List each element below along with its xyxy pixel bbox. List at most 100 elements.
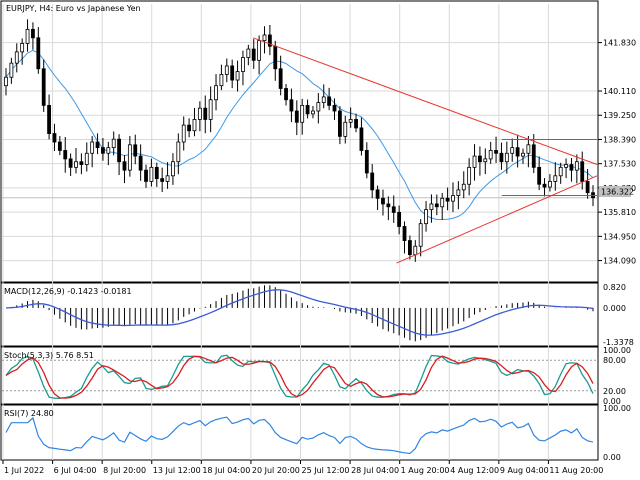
macd-panel-frame (0, 282, 599, 347)
stoch-signal-line (5, 355, 594, 399)
candle-body (273, 45, 278, 70)
candlesticks (4, 19, 595, 262)
rsi-series (5, 416, 594, 455)
candle-body (57, 141, 62, 151)
price-tick-label: 138.390 (603, 135, 636, 144)
candle-body (397, 212, 402, 227)
candle-body (574, 161, 579, 171)
candle-body (278, 68, 283, 89)
macd-title: MACD(12,26,9) -0.1423 -0.0181 (4, 287, 132, 296)
candle-body (515, 147, 520, 157)
candle-body (461, 183, 466, 191)
candle-body (165, 175, 170, 182)
candle-body (580, 161, 585, 182)
candle-body (386, 203, 391, 208)
price-tick-label: 141.830 (603, 39, 636, 48)
candle-body (289, 99, 294, 112)
candle-body (257, 40, 262, 61)
trendline (396, 175, 598, 264)
candle-body (176, 141, 181, 163)
candle-body (364, 150, 369, 174)
candle-body (208, 99, 213, 120)
candle-body (41, 68, 46, 106)
candle-body (445, 197, 450, 202)
time-tick-label: 25 Jul 12:00 (302, 466, 350, 475)
rsi-line (5, 416, 594, 455)
candle-body (472, 155, 477, 168)
macd-signal-line (5, 289, 594, 336)
macd-series (5, 285, 594, 342)
candle-body (187, 124, 192, 132)
candle-body (20, 43, 25, 53)
candle-body (564, 164, 568, 168)
price-axis: 141.830140.110139.250138.390137.530136.6… (598, 39, 636, 266)
price-tick-label: 139.250 (603, 111, 636, 120)
time-tick-label: 11 Aug 20:00 (549, 466, 603, 475)
candle-body (510, 147, 515, 154)
candle-body (375, 189, 380, 199)
candle-body (424, 209, 428, 225)
candle-body (585, 181, 590, 194)
candle-body (548, 181, 552, 188)
candle-body (402, 226, 407, 241)
trendlines (252, 37, 598, 264)
candle-body (521, 152, 525, 157)
candle-body (36, 37, 41, 70)
candle-body (418, 223, 423, 247)
candle-body (4, 76, 8, 87)
candle-body (451, 195, 455, 202)
candle-body (294, 110, 299, 123)
rsi-tick-label: 100.00 (603, 404, 631, 413)
candle-body (224, 65, 229, 75)
candle-body (434, 203, 439, 208)
candle-body (138, 155, 143, 171)
candle-body (106, 147, 111, 154)
current-price-label: 136.322 (601, 188, 634, 197)
candle-body (95, 141, 100, 149)
candle-body (359, 127, 364, 151)
trendline (252, 37, 598, 165)
candle-body (558, 166, 563, 177)
rsi-panel-frame (0, 404, 599, 461)
candle-body (47, 104, 51, 134)
candle-body (413, 245, 418, 256)
macd-tick-label: -1.3378 (603, 338, 634, 347)
candle-body (84, 152, 89, 165)
candle-body (90, 141, 95, 154)
candle-body (343, 121, 348, 137)
candle-body (25, 28, 30, 44)
time-tick-label: 1 Jul 2022 (4, 466, 44, 475)
candle-body (348, 119, 353, 123)
candle-body (284, 88, 288, 101)
candle-body (127, 144, 132, 171)
time-tick-label: 28 Jul 04:00 (351, 466, 399, 475)
candle-body (101, 147, 105, 154)
time-tick-label: 1 Aug 20:00 (401, 466, 450, 475)
candle-body (499, 152, 504, 163)
candle-body (354, 119, 358, 129)
macd-axis: 0.820 0.000 -1.3378 (603, 283, 634, 347)
candle-body (504, 152, 509, 163)
candle-body (494, 150, 498, 154)
stoch-title: Stoch(5,3,3) 5.76 8.51 (4, 351, 94, 360)
candle-body (391, 206, 396, 213)
candle-body (321, 96, 326, 103)
current-price-tag (599, 186, 631, 197)
candle-body (542, 183, 547, 188)
candle-body (429, 203, 434, 210)
candle-body (300, 104, 305, 123)
candle-body (537, 166, 542, 185)
candle-body (214, 85, 218, 101)
time-tick-label: 20 Jul 20:00 (252, 466, 300, 475)
candle-body (569, 164, 574, 171)
price-tick-label: 137.530 (603, 160, 636, 169)
candle-body (230, 65, 235, 81)
candle-body (111, 138, 116, 149)
stoch-main-line (5, 354, 594, 399)
candle-body (117, 138, 121, 163)
candle-body (262, 34, 267, 42)
candle-body (14, 51, 19, 64)
